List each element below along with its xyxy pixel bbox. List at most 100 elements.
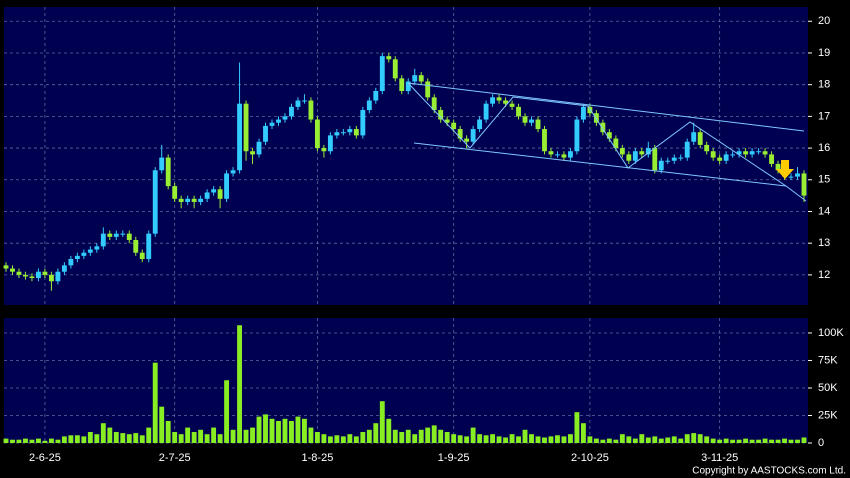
candle-body xyxy=(788,176,794,178)
candle-body xyxy=(704,144,710,152)
volume-bar xyxy=(457,435,463,443)
candle-body xyxy=(321,148,327,152)
volume-bar xyxy=(399,431,405,443)
candle-body xyxy=(3,265,9,269)
candle-body xyxy=(522,116,528,123)
candle-body xyxy=(717,157,723,161)
volume-bar xyxy=(600,439,606,443)
volume-bar xyxy=(496,436,502,443)
candle-body xyxy=(548,151,554,155)
candle-body xyxy=(503,100,508,104)
candle-body xyxy=(658,160,664,171)
candle-body xyxy=(314,119,320,149)
candle-body xyxy=(334,132,340,136)
candle-body xyxy=(762,151,768,155)
candle-body xyxy=(152,170,158,234)
volume-bar xyxy=(490,434,496,443)
candle-body xyxy=(211,189,217,193)
candle-body xyxy=(61,265,67,272)
candle-body xyxy=(327,135,333,152)
candle-body xyxy=(100,233,106,247)
candle-body xyxy=(139,252,145,260)
candle-body xyxy=(457,129,463,139)
volume-bar xyxy=(340,436,346,443)
candle-body xyxy=(652,148,658,171)
panel xyxy=(4,318,808,443)
volume-bar xyxy=(671,436,677,443)
volume-bar xyxy=(61,436,67,443)
candle-body xyxy=(237,103,242,171)
volume-bar xyxy=(535,436,541,443)
y-tick-label: 13 xyxy=(818,237,830,249)
candle-body xyxy=(10,268,15,272)
volume-bar xyxy=(68,435,74,443)
x-tick-label: 2-6-25 xyxy=(29,452,61,464)
volume-bar xyxy=(152,362,158,443)
zigzag xyxy=(407,82,807,202)
candle-body xyxy=(191,198,197,202)
candle-body xyxy=(613,138,619,149)
volume-bar xyxy=(191,431,197,443)
candle-body xyxy=(619,148,625,155)
volume-bar xyxy=(373,423,379,443)
volume-bar xyxy=(366,429,372,443)
volume-bar xyxy=(568,434,573,443)
volume-bar xyxy=(574,412,580,443)
volume-bar xyxy=(548,436,554,443)
candle-body xyxy=(113,233,119,237)
volume-bar xyxy=(178,434,184,443)
candle-body xyxy=(743,151,749,155)
candle-body xyxy=(574,119,580,152)
volume-bar xyxy=(710,438,716,443)
candle-body xyxy=(671,157,677,161)
candle-body xyxy=(340,132,346,134)
candle-body xyxy=(308,100,314,120)
volume-bar xyxy=(237,325,242,443)
volume-bar xyxy=(743,438,749,443)
candle-body xyxy=(483,103,489,120)
candle-body xyxy=(626,154,632,161)
candle-body xyxy=(632,151,638,161)
candle-body xyxy=(509,103,515,107)
volume-bar xyxy=(87,431,93,443)
candle-body xyxy=(600,122,606,133)
volume-bar xyxy=(775,439,781,443)
volume-bar xyxy=(418,429,424,443)
volume-bar xyxy=(522,429,528,443)
volume-bar xyxy=(658,438,664,443)
candle-body xyxy=(68,259,74,266)
candle-body xyxy=(81,252,87,256)
candle-body xyxy=(405,81,411,92)
volume-bar xyxy=(606,438,612,443)
candle-body xyxy=(386,56,392,60)
x-tick-label: 2-10-25 xyxy=(571,452,609,464)
volume-bar xyxy=(782,438,787,443)
candle-body xyxy=(276,119,281,123)
volume-bar xyxy=(321,434,327,443)
y-tick-label: 50K xyxy=(818,382,838,394)
volume-bar xyxy=(626,436,632,443)
candle-body xyxy=(360,110,366,136)
candle-body xyxy=(373,91,379,101)
volume-bar xyxy=(444,431,450,443)
volume-bar xyxy=(289,420,294,443)
volume-bar xyxy=(704,436,710,443)
volume-bar xyxy=(347,434,353,443)
candle-body xyxy=(749,151,755,155)
volume-bar xyxy=(334,435,340,443)
volume-bar xyxy=(769,439,774,443)
volume-bar xyxy=(756,439,762,443)
candle-body xyxy=(133,240,139,253)
candle-body xyxy=(36,271,41,279)
candle-body xyxy=(282,116,288,120)
volume-bar xyxy=(561,436,567,443)
x-tick-label: 2-7-25 xyxy=(159,452,191,464)
volume-bar xyxy=(652,436,658,443)
candle-body xyxy=(48,274,54,282)
candle-body xyxy=(730,154,736,156)
candle-body xyxy=(379,56,385,92)
volume-bar xyxy=(684,434,690,443)
volume-bar xyxy=(425,427,431,443)
volume-bar xyxy=(10,439,15,443)
